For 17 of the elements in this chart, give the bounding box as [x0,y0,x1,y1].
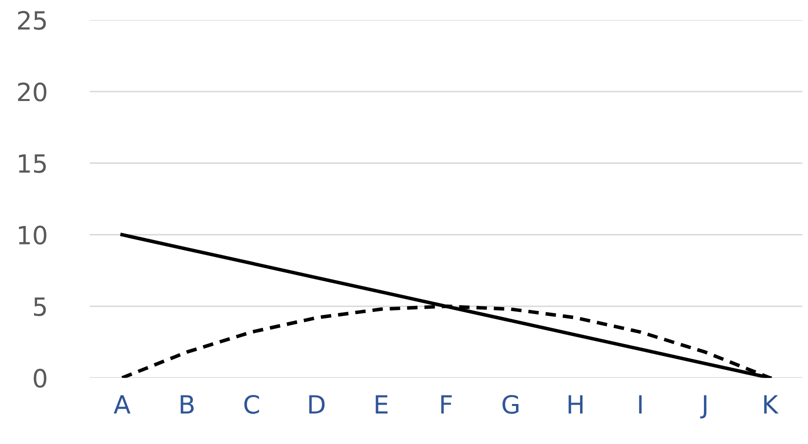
x-tick-label: B [180,395,194,414]
x-tick-label: H [568,395,583,414]
x-tick-label: F [441,395,452,414]
y-tick-label: 25 [18,10,46,30]
x-tick-label: J [700,395,706,419]
x-tick-label: E [376,395,388,414]
x-tick-label: I [639,395,642,414]
y-tick-label: 0 [34,368,46,388]
x-tick-label: K [764,395,779,414]
y-tick-label: 5 [34,298,46,316]
x-tick-label: G [502,394,518,414]
x-tick-label: A [114,395,130,414]
y-tick-label: 10 [18,226,46,245]
x-tick-label: D [309,395,325,414]
y-tick-label: 20 [18,82,46,102]
x-tick-label: C [244,394,260,414]
y-tick-label: 15 [18,154,46,173]
